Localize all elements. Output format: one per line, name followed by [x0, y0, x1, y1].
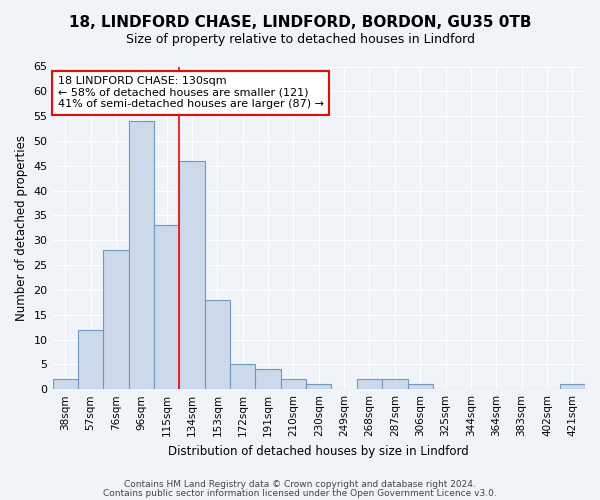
Text: Contains HM Land Registry data © Crown copyright and database right 2024.: Contains HM Land Registry data © Crown c…	[124, 480, 476, 489]
Bar	[154, 226, 179, 389]
Bar	[560, 384, 585, 389]
Bar	[306, 384, 331, 389]
X-axis label: Distribution of detached houses by size in Lindford: Distribution of detached houses by size …	[169, 444, 469, 458]
Bar	[103, 250, 128, 389]
Bar	[357, 380, 382, 389]
Y-axis label: Number of detached properties: Number of detached properties	[15, 135, 28, 321]
Text: 18, LINDFORD CHASE, LINDFORD, BORDON, GU35 0TB: 18, LINDFORD CHASE, LINDFORD, BORDON, GU…	[69, 15, 531, 30]
Bar	[256, 370, 281, 389]
Bar	[179, 161, 205, 389]
Text: 18 LINDFORD CHASE: 130sqm
← 58% of detached houses are smaller (121)
41% of semi: 18 LINDFORD CHASE: 130sqm ← 58% of detac…	[58, 76, 324, 110]
Bar	[382, 380, 407, 389]
Bar	[78, 330, 103, 389]
Bar	[407, 384, 433, 389]
Bar	[230, 364, 256, 389]
Bar	[53, 380, 78, 389]
Bar	[205, 300, 230, 389]
Text: Size of property relative to detached houses in Lindford: Size of property relative to detached ho…	[125, 32, 475, 46]
Bar	[281, 380, 306, 389]
Bar	[128, 121, 154, 389]
Text: Contains public sector information licensed under the Open Government Licence v3: Contains public sector information licen…	[103, 489, 497, 498]
